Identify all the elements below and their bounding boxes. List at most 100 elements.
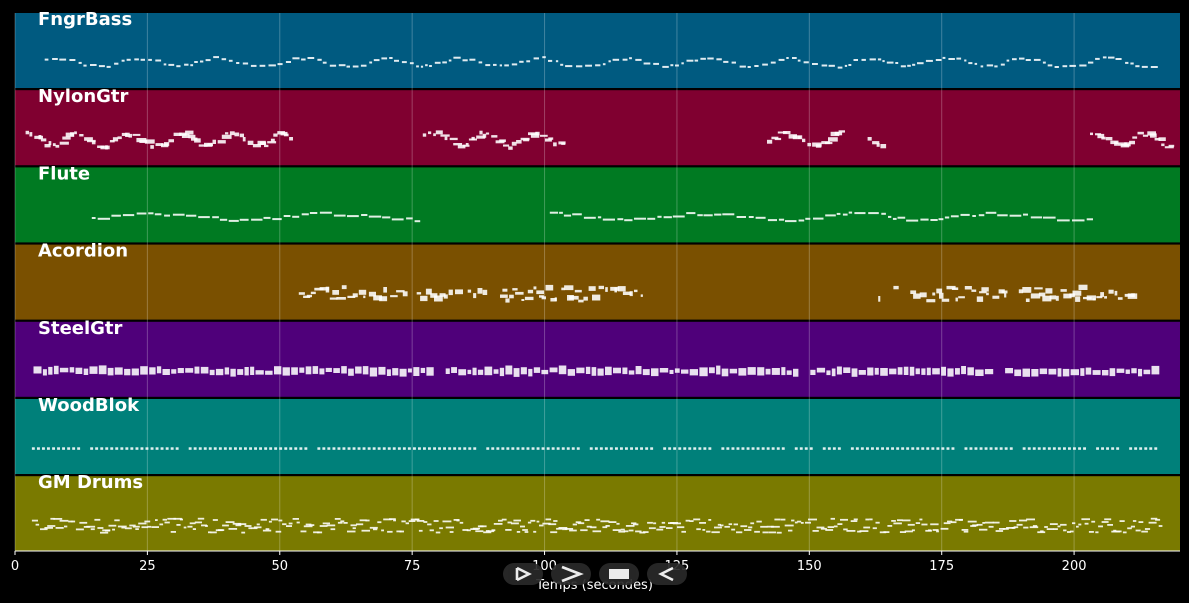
note <box>282 367 290 376</box>
note <box>467 289 472 293</box>
note <box>541 296 546 300</box>
note <box>672 522 681 525</box>
note <box>756 447 760 450</box>
note <box>1072 290 1082 296</box>
note <box>418 447 421 450</box>
note <box>1088 61 1094 64</box>
note <box>767 219 777 222</box>
note <box>536 520 540 523</box>
note <box>69 59 76 61</box>
track-notes <box>91 211 1093 223</box>
note <box>1150 517 1158 520</box>
note <box>485 530 490 532</box>
note <box>462 529 469 531</box>
track-name: Flute <box>38 163 90 184</box>
note <box>767 139 773 144</box>
note <box>681 369 689 374</box>
note <box>427 523 432 526</box>
note <box>967 520 977 523</box>
note <box>602 218 615 221</box>
note <box>768 531 776 534</box>
note <box>160 447 164 450</box>
note <box>921 523 928 526</box>
note <box>766 447 770 450</box>
note <box>504 64 509 67</box>
note <box>794 447 798 450</box>
note <box>1131 293 1135 297</box>
note <box>67 447 71 450</box>
note <box>554 297 557 302</box>
track-notes <box>31 517 1163 534</box>
note <box>830 517 835 520</box>
play-button[interactable] <box>503 563 543 585</box>
note <box>643 531 649 533</box>
note <box>433 447 436 450</box>
note <box>780 518 786 521</box>
note <box>228 219 239 222</box>
note <box>325 367 332 372</box>
note <box>194 366 200 374</box>
note <box>804 447 808 450</box>
note <box>329 64 337 67</box>
note <box>265 528 270 530</box>
note <box>269 447 273 450</box>
note <box>1063 529 1067 532</box>
note <box>361 214 368 216</box>
note <box>53 518 63 520</box>
note <box>493 63 497 66</box>
track-lane <box>15 244 1180 320</box>
note <box>47 525 56 527</box>
note <box>360 64 367 67</box>
note <box>256 523 260 526</box>
note <box>620 528 625 531</box>
note <box>508 146 513 150</box>
rewind-button[interactable] <box>647 563 687 585</box>
note <box>69 367 75 373</box>
note <box>714 213 722 216</box>
note <box>414 518 420 521</box>
note <box>589 447 593 450</box>
stop-button[interactable] <box>599 563 639 585</box>
note <box>906 219 919 222</box>
note <box>203 447 207 450</box>
note <box>540 134 548 137</box>
note <box>650 447 654 450</box>
note <box>964 286 972 290</box>
note <box>1023 213 1028 216</box>
note <box>853 518 858 521</box>
note <box>112 528 115 531</box>
note <box>892 217 897 220</box>
note <box>842 213 848 216</box>
note <box>1032 447 1036 450</box>
note <box>634 289 638 293</box>
note <box>98 365 107 375</box>
note <box>259 141 267 145</box>
note <box>70 132 74 136</box>
note <box>267 141 277 144</box>
note <box>1086 295 1096 301</box>
note <box>212 519 218 521</box>
note <box>1054 66 1059 68</box>
note <box>858 370 866 375</box>
note <box>1023 526 1029 529</box>
note <box>291 367 298 375</box>
note <box>48 141 52 146</box>
note <box>332 290 339 295</box>
note <box>107 367 114 376</box>
note <box>322 61 327 64</box>
note <box>843 367 851 373</box>
forward-button[interactable] <box>551 563 591 585</box>
note <box>553 520 558 522</box>
note <box>786 370 792 375</box>
note <box>950 215 959 218</box>
note <box>741 447 745 450</box>
note <box>316 531 323 534</box>
note <box>833 525 838 528</box>
note <box>79 521 88 524</box>
time-grid <box>14 13 1075 551</box>
note <box>115 447 119 450</box>
note <box>342 447 346 450</box>
note <box>880 144 887 149</box>
note <box>916 447 920 450</box>
x-tick-label: 150 <box>797 559 822 574</box>
